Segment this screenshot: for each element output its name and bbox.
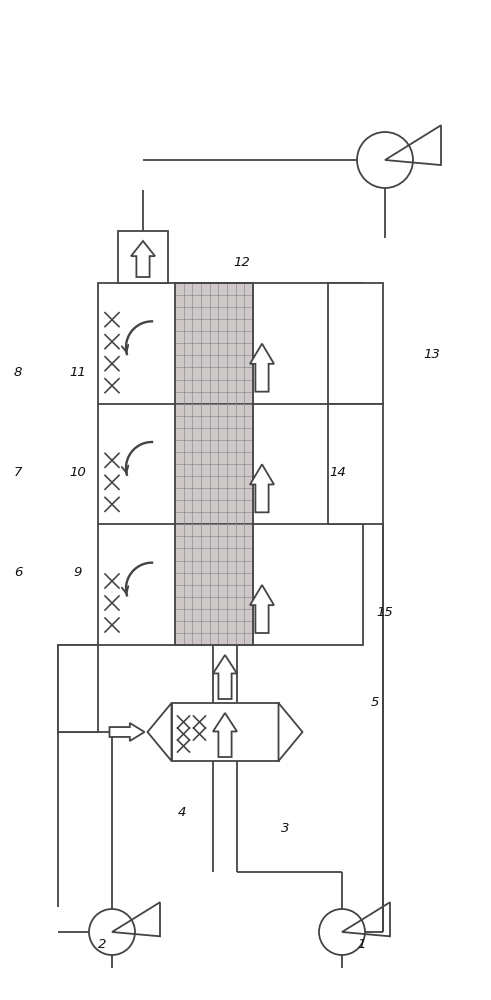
Polygon shape — [250, 464, 274, 512]
Polygon shape — [131, 241, 155, 277]
Text: 14: 14 — [329, 466, 346, 479]
Text: 6: 6 — [14, 566, 22, 578]
Text: 4: 4 — [178, 806, 186, 818]
Bar — [328, 404, 383, 524]
Polygon shape — [250, 585, 274, 633]
Text: 15: 15 — [377, 605, 393, 618]
Polygon shape — [213, 713, 237, 757]
Polygon shape — [147, 703, 171, 761]
Text: 1: 1 — [358, 938, 366, 952]
Text: 13: 13 — [424, 349, 440, 361]
Text: 8: 8 — [14, 365, 22, 378]
Polygon shape — [109, 723, 144, 741]
Bar — [118, 231, 168, 283]
Bar — [328, 283, 383, 404]
Polygon shape — [213, 655, 237, 699]
Bar — [175, 283, 253, 645]
Text: 2: 2 — [98, 938, 106, 952]
Text: 5: 5 — [371, 696, 379, 708]
Bar — [58, 645, 98, 732]
Bar — [98, 283, 363, 645]
Text: 11: 11 — [70, 365, 86, 378]
Text: 10: 10 — [70, 466, 86, 479]
Polygon shape — [250, 344, 274, 392]
Bar — [171, 703, 278, 761]
Text: 3: 3 — [281, 822, 289, 834]
Text: 12: 12 — [234, 255, 250, 268]
Polygon shape — [278, 703, 302, 761]
Text: 9: 9 — [74, 566, 82, 578]
Bar — [175, 283, 253, 645]
Text: 7: 7 — [14, 466, 22, 479]
